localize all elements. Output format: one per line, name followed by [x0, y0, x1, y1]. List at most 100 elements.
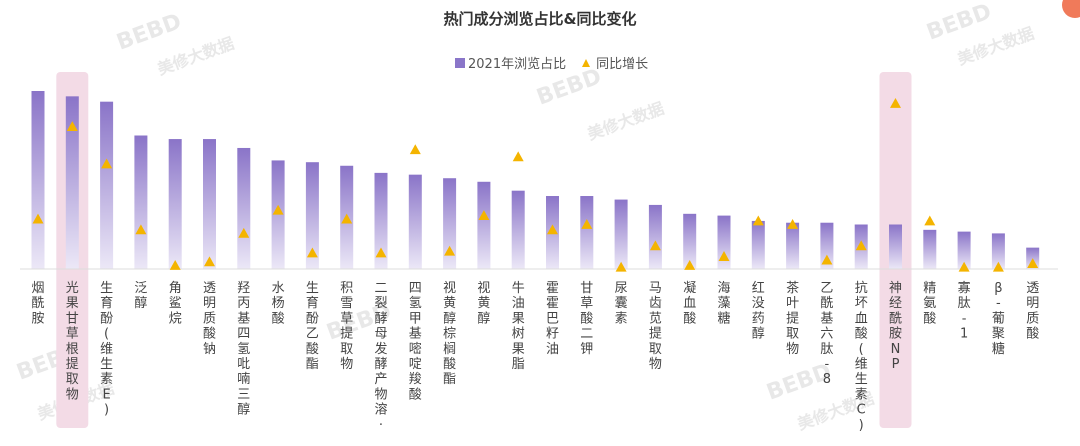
bar[interactable]	[134, 135, 148, 270]
bar[interactable]	[889, 224, 902, 270]
growth-marker[interactable]	[787, 219, 799, 229]
category-label: 烟酰胺	[31, 281, 44, 326]
category-label: 马齿苋提取物	[649, 281, 662, 372]
category-label: 神经酰胺 N P	[889, 281, 902, 372]
growth-marker[interactable]	[855, 240, 867, 251]
bar[interactable]	[271, 160, 285, 269]
category-label: 茶叶提取物	[786, 280, 799, 357]
bar[interactable]	[408, 174, 422, 269]
growth-marker[interactable]	[135, 224, 147, 235]
growth-marker[interactable]	[32, 213, 44, 224]
category-label: 牛油果树果脂	[512, 281, 525, 372]
bar[interactable]	[237, 147, 251, 269]
legend-marker-label: 同比增长	[596, 57, 649, 72]
watermark-text: BEBD	[924, 0, 995, 46]
growth-marker[interactable]	[478, 210, 490, 220]
category-label: 四氢甲基嘧啶羧酸	[409, 281, 422, 402]
bar[interactable]	[923, 229, 937, 269]
bar[interactable]	[168, 139, 182, 269]
growth-marker[interactable]	[409, 144, 421, 155]
category-label: 羟丙基四氢吡喃三醇	[237, 281, 250, 418]
category-label: 角鲨烷	[169, 281, 182, 326]
category-label: 红没药醇	[752, 280, 765, 342]
chart-title: 热门成分浏览占比&同比变化	[443, 10, 637, 28]
growth-marker[interactable]	[444, 245, 456, 256]
growth-marker[interactable]	[1027, 258, 1039, 269]
bar[interactable]	[305, 162, 319, 269]
legend-bar-label: 2021年浏览占比	[468, 57, 567, 72]
growth-marker[interactable]	[272, 204, 284, 215]
legend-item-bar[interactable]: 2021年浏览占比	[455, 53, 566, 72]
growth-marker[interactable]	[684, 259, 696, 270]
growth-marker[interactable]	[512, 151, 524, 162]
category-label: 视黄醇	[477, 281, 490, 326]
marker-layer	[32, 97, 1039, 272]
growth-marker[interactable]	[547, 224, 558, 235]
bar[interactable]	[203, 139, 216, 269]
bar[interactable]	[717, 215, 731, 269]
growth-marker[interactable]	[169, 259, 181, 270]
category-label: 视黄醇棕榈酸酯	[443, 281, 456, 387]
category-label: 海藻糖	[717, 281, 730, 326]
legend-triangle-swatch	[582, 58, 591, 67]
growth-marker[interactable]	[890, 97, 901, 108]
legend-bar-swatch	[455, 57, 465, 68]
category-label: 透明质酸	[1026, 281, 1039, 342]
category-label: 霍霍巴籽油	[546, 281, 559, 357]
bar[interactable]	[374, 172, 388, 269]
bar[interactable]	[477, 181, 491, 269]
growth-marker[interactable]	[958, 261, 970, 272]
bar[interactable]	[443, 178, 457, 269]
growth-marker[interactable]	[375, 247, 387, 258]
bar[interactable]	[511, 190, 525, 269]
bar[interactable]	[580, 196, 594, 269]
watermark-text: BEBD	[114, 9, 185, 55]
growth-marker[interactable]	[581, 219, 593, 229]
bar[interactable]	[751, 220, 765, 269]
chart-legend: 2021年浏览占比 同比增长	[455, 53, 664, 72]
bar[interactable]	[614, 199, 628, 269]
growth-marker[interactable]	[66, 121, 78, 131]
watermark-text: 美修大数据	[155, 34, 237, 79]
bar[interactable]	[648, 204, 662, 269]
growth-marker[interactable]	[718, 251, 730, 261]
growth-marker[interactable]	[101, 158, 113, 169]
growth-marker[interactable]	[238, 227, 250, 238]
growth-marker[interactable]	[924, 215, 936, 226]
growth-marker[interactable]	[992, 261, 1004, 272]
watermark-text: 美修大数据	[585, 99, 667, 144]
growth-marker[interactable]	[204, 256, 215, 267]
bar[interactable]	[65, 96, 79, 269]
category-label: 水杨酸	[272, 281, 285, 326]
category-label: 积雪草提取物	[340, 281, 353, 372]
category-label: 二裂酵母发酵产物溶·	[374, 281, 387, 433]
bar[interactable]	[100, 101, 114, 270]
watermark-text: BEBD	[534, 64, 605, 110]
category-label: 甘草酸二钾	[580, 281, 593, 357]
growth-marker[interactable]	[821, 254, 833, 265]
bar[interactable]	[820, 222, 834, 269]
category-label: 生育酚乙酸酯	[306, 281, 319, 372]
bar[interactable]	[683, 213, 697, 269]
bar[interactable]	[957, 231, 971, 269]
growth-marker[interactable]	[649, 240, 661, 251]
category-label: 抗坏血酸(维生素 C)	[855, 281, 868, 433]
bar[interactable]	[31, 91, 45, 269]
legend-item-marker[interactable]: 同比增长	[582, 53, 648, 72]
category-label: 乙酰基六肽-8	[820, 281, 833, 387]
growth-marker[interactable]	[752, 215, 764, 226]
bar[interactable]	[991, 233, 1005, 269]
category-label: 凝血酸	[683, 280, 696, 326]
corner-badge-dot	[1062, 0, 1080, 18]
category-label: 精氨酸	[923, 281, 936, 326]
growth-marker[interactable]	[341, 213, 353, 224]
growth-marker[interactable]	[306, 247, 318, 258]
category-label: 尿囊素	[615, 281, 628, 326]
bar-layer	[31, 91, 1040, 270]
bar[interactable]	[786, 222, 800, 269]
growth-marker[interactable]	[615, 261, 627, 272]
category-label: 寡肽-1	[958, 280, 971, 342]
category-label: 泛醇	[134, 281, 147, 311]
category-label: 透明质酸钠	[203, 281, 216, 357]
